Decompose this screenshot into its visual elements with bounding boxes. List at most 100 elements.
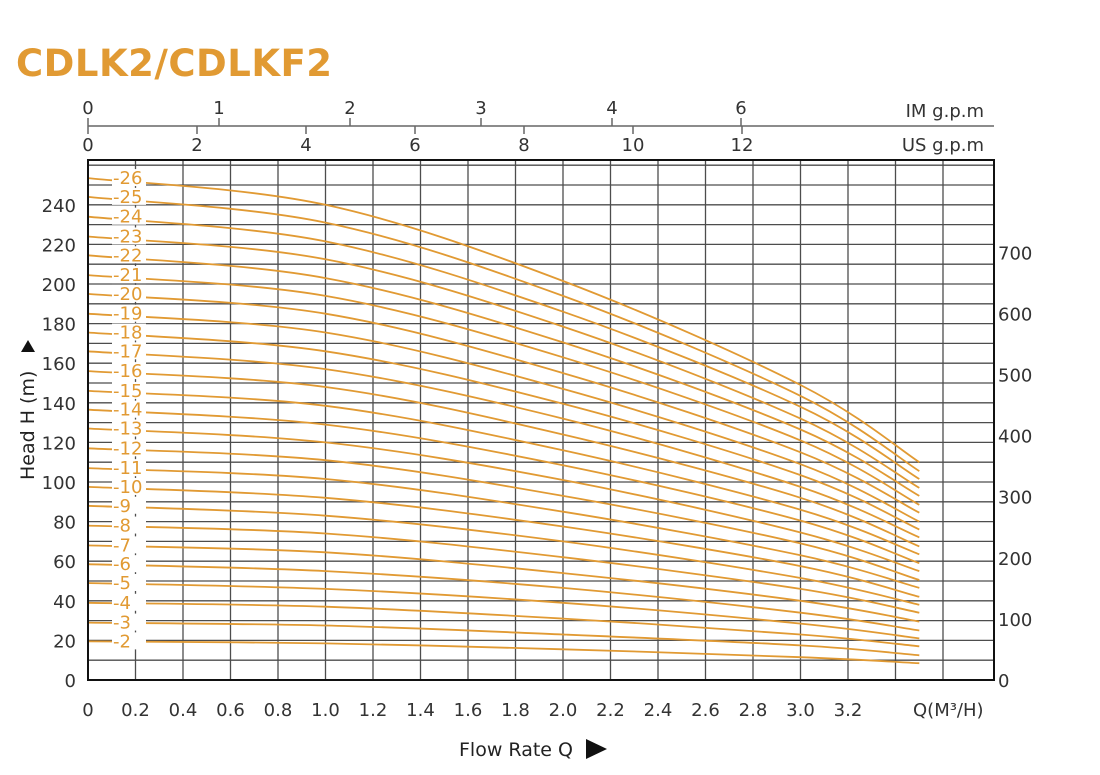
pump-curve-16 bbox=[87, 370, 920, 548]
curve-label-bg bbox=[112, 266, 146, 284]
y-tick-label: 200 bbox=[42, 275, 76, 296]
y-tick-label: 0 bbox=[65, 671, 76, 692]
x-tick-label: 2.0 bbox=[549, 700, 578, 721]
y-tick-label: 180 bbox=[42, 315, 76, 336]
curve-label-2: -2 bbox=[113, 631, 131, 652]
curve-label-bg bbox=[112, 477, 146, 495]
im-gpm-tick-label: 4 bbox=[606, 98, 617, 119]
curve-label-bg bbox=[112, 207, 146, 225]
y-right-tick-label: 400 bbox=[998, 427, 1032, 448]
x-tick-label: 1.6 bbox=[454, 700, 483, 721]
pump-curve-17 bbox=[87, 350, 920, 539]
curve-label-6: -6 bbox=[113, 554, 131, 575]
curve-label-bg bbox=[112, 419, 146, 437]
us-gpm-tick-label: 6 bbox=[409, 135, 420, 156]
x-tick-label: 2.6 bbox=[691, 700, 720, 721]
x-tick-label: 1.8 bbox=[501, 700, 530, 721]
y-right-tick-label: 500 bbox=[998, 366, 1032, 387]
x-tick-label: 2.2 bbox=[596, 700, 625, 721]
y-tick-label: 60 bbox=[53, 552, 76, 573]
pump-curve-19 bbox=[87, 312, 920, 523]
curve-label-18: -18 bbox=[113, 323, 142, 344]
curve-label-bg bbox=[112, 284, 146, 302]
im-gpm-tick-label: 3 bbox=[475, 98, 486, 119]
x-tick-label: 0.8 bbox=[264, 700, 293, 721]
curve-label-bg bbox=[112, 362, 146, 380]
pump-curve-7 bbox=[87, 544, 920, 623]
curve-label-bg bbox=[112, 323, 146, 341]
x-tick-label: 2.8 bbox=[739, 700, 768, 721]
us-gpm-label: US g.p.m bbox=[902, 135, 984, 156]
y-right-tick-label: 600 bbox=[998, 304, 1032, 325]
x-tick-label: 2.4 bbox=[644, 700, 673, 721]
y-tick-label: 220 bbox=[42, 235, 76, 256]
x-axis-label: Flow Rate Q bbox=[459, 739, 573, 761]
curve-label-19: -19 bbox=[113, 304, 142, 325]
curve-label-16: -16 bbox=[113, 361, 142, 382]
curve-label-10: -10 bbox=[113, 477, 142, 498]
curve-label-7: -7 bbox=[113, 535, 131, 556]
x-tick-label: 1.2 bbox=[359, 700, 388, 721]
curve-label-3: -3 bbox=[113, 613, 131, 634]
im-gpm-tick-label: 6 bbox=[735, 98, 746, 119]
pump-curve-9 bbox=[87, 504, 920, 606]
pump-curve-26 bbox=[87, 177, 920, 463]
curve-label-bg bbox=[112, 632, 146, 650]
curve-label-22: -22 bbox=[113, 245, 142, 266]
x-tick-label: 0.4 bbox=[169, 700, 198, 721]
x-tick-label: 1.4 bbox=[406, 700, 435, 721]
us-gpm-tick-label: 10 bbox=[622, 135, 645, 156]
x-tick-label: 0 bbox=[82, 700, 93, 721]
curve-label-13: -13 bbox=[113, 419, 142, 440]
curve-label-bg bbox=[112, 459, 146, 477]
curve-label-11: -11 bbox=[113, 458, 142, 479]
axis-ticks: 0 0.2 0.4 0.6 0.8 1.0 1.2 1.4 1.6 1.8 2.0 2.2 2.4 2.6… bbox=[42, 196, 1033, 721]
pump-curve-2 bbox=[87, 640, 920, 665]
curve-label-5: -5 bbox=[113, 573, 131, 594]
pump-curve-15 bbox=[87, 390, 920, 556]
plot-frame bbox=[87, 159, 995, 681]
curve-label-20: -20 bbox=[113, 284, 142, 305]
us-gpm-tick-label: 0 bbox=[82, 135, 93, 156]
curve-label-bg bbox=[112, 304, 146, 322]
y-tick-label: 160 bbox=[42, 354, 76, 375]
x-axis-arrow-icon bbox=[586, 739, 607, 759]
y-right-tick-label: 700 bbox=[998, 243, 1032, 264]
pump-curve-14 bbox=[87, 408, 920, 565]
curve-label-8: -8 bbox=[113, 516, 131, 537]
curve-label-15: -15 bbox=[113, 381, 142, 402]
pump-curve-21 bbox=[87, 274, 920, 506]
us-gpm-tick-label: 12 bbox=[731, 135, 754, 156]
y-right-tick-label: 0 bbox=[998, 671, 1009, 692]
y-right-tick-label: 100 bbox=[998, 610, 1032, 631]
curve-label-bg bbox=[112, 169, 146, 187]
curve-labels: -2-3-4-5-6-7-8-9-10-11-12-13-14-15-16-17… bbox=[112, 168, 146, 652]
x-tick-label: 3.0 bbox=[786, 700, 815, 721]
y-tick-label: 240 bbox=[42, 196, 76, 217]
curve-label-bg bbox=[112, 246, 146, 264]
us-gpm-tick-label: 4 bbox=[300, 135, 311, 156]
y-tick-label: 120 bbox=[42, 433, 76, 454]
y-tick-label: 40 bbox=[53, 592, 76, 613]
y-axis-title: Head H (m) bbox=[17, 340, 39, 480]
y-right-tick-label: 200 bbox=[998, 549, 1032, 570]
y-axis-label: Head H (m) bbox=[17, 371, 39, 480]
curve-label-bg bbox=[112, 536, 146, 554]
curve-label-bg bbox=[112, 613, 146, 631]
curve-label-4: -4 bbox=[113, 593, 131, 614]
curve-label-bg bbox=[112, 227, 146, 245]
pump-curve-3 bbox=[87, 621, 920, 657]
x-unit-label: Q(M³/H) bbox=[913, 700, 984, 721]
y-tick-label: 80 bbox=[53, 513, 76, 534]
curve-label-bg bbox=[112, 496, 146, 514]
y-tick-label: 20 bbox=[53, 631, 76, 652]
pump-curve-6 bbox=[87, 563, 920, 632]
us-gpm-tick-label: 2 bbox=[191, 135, 202, 156]
pump-curve-11 bbox=[87, 467, 920, 589]
pump-curve-23 bbox=[87, 235, 920, 489]
chart-title: CDLK2/CDLKF2 bbox=[16, 42, 333, 85]
pump-curve-24 bbox=[87, 215, 920, 480]
pump-curve-5 bbox=[87, 582, 920, 640]
curve-label-14: -14 bbox=[113, 400, 142, 421]
